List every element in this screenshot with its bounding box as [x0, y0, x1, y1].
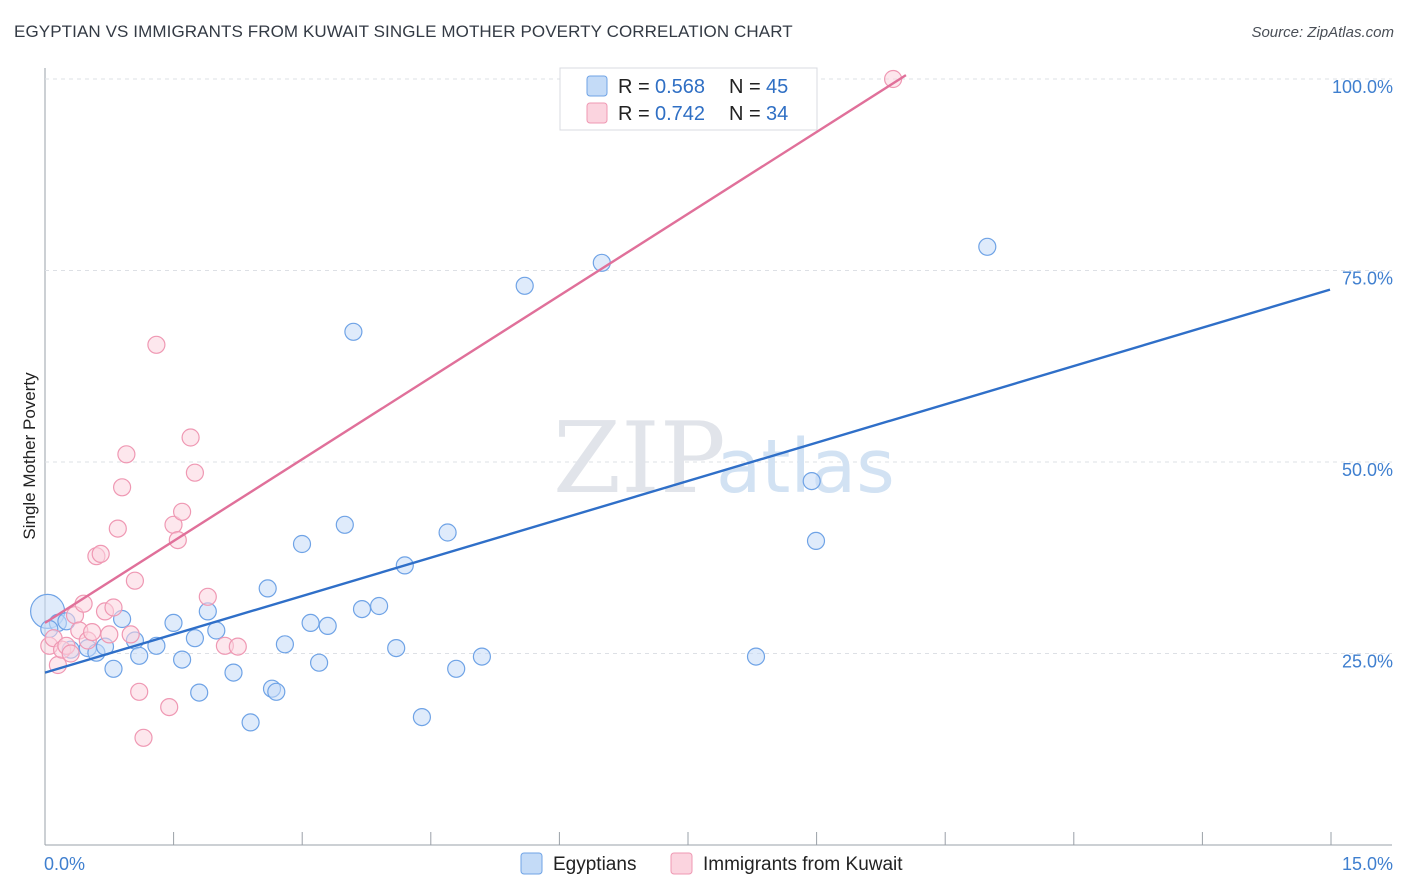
point-kuwait — [173, 502, 192, 521]
point-kuwait — [198, 587, 217, 606]
correlation-legend: R = 0.568 N = 45 R = 0.742 N = 34 — [559, 67, 818, 131]
point-kuwait — [108, 519, 127, 538]
series-legend-swatch-kuwait — [670, 852, 693, 875]
series-legend: Egyptians Immigrants from Kuwait — [520, 852, 903, 875]
legend-r-value-kuwait: 0.742 — [655, 103, 705, 125]
point-egyptians — [130, 646, 149, 665]
chart-title: EGYPTIAN VS IMMIGRANTS FROM KUWAIT SINGL… — [14, 22, 793, 41]
x-tick-label-min: 0.0% — [44, 854, 85, 874]
series-legend-label-egyptians: Egyptians — [553, 854, 636, 875]
series-legend-swatch-egyptians — [520, 852, 543, 875]
point-kuwait — [117, 445, 136, 464]
point-egyptians — [310, 653, 329, 672]
point-kuwait — [100, 625, 119, 644]
point-egyptians — [387, 638, 406, 658]
point-egyptians — [447, 659, 466, 678]
series-legend-label-kuwait: Immigrants from Kuwait — [703, 854, 903, 875]
point-kuwait — [130, 682, 149, 701]
gridlines — [45, 78, 1392, 654]
point-kuwait — [91, 544, 110, 564]
trend-line-kuwait — [44, 74, 907, 624]
point-egyptians — [258, 579, 277, 598]
legend-r-label-kuwait: R = — [618, 103, 650, 125]
legend-n-label-egyptians: N = — [729, 76, 761, 98]
y-tick-label-75: 75.0% — [1342, 269, 1393, 289]
x-tick-label-max: 15.0% — [1342, 854, 1393, 874]
point-egyptians — [412, 707, 431, 727]
point-egyptians — [370, 596, 389, 616]
point-kuwait — [185, 463, 204, 482]
point-kuwait — [121, 625, 140, 644]
legend-r-label-egyptians: R = — [618, 76, 650, 98]
point-egyptians — [190, 683, 209, 702]
point-egyptians — [292, 534, 312, 554]
point-kuwait — [82, 622, 102, 642]
y-tick-labels: 25.0% 50.0% 75.0% 100.0% — [1332, 77, 1393, 672]
point-egyptians — [438, 523, 457, 542]
point-egyptians — [224, 663, 243, 682]
point-egyptians — [318, 616, 337, 636]
point-egyptians — [301, 613, 320, 633]
point-egyptians — [515, 276, 534, 295]
trend-lines — [44, 74, 1331, 674]
data-points — [29, 69, 997, 747]
legend-swatch-kuwait — [586, 102, 608, 124]
x-tick-marks — [44, 832, 1332, 845]
y-axis-label: Single Mother Poverty — [20, 372, 39, 540]
point-egyptians — [275, 635, 294, 654]
point-egyptians — [746, 647, 766, 666]
legend-n-label-kuwait: N = — [729, 103, 761, 125]
legend-swatch-egyptians — [586, 75, 608, 97]
point-kuwait — [61, 644, 80, 663]
legend-n-value-kuwait: 34 — [766, 103, 788, 125]
point-kuwait — [125, 571, 144, 590]
point-egyptians — [104, 659, 123, 678]
point-egyptians — [472, 647, 491, 666]
point-egyptians — [267, 682, 286, 701]
y-tick-label-50: 50.0% — [1342, 460, 1393, 480]
legend-r-value-egyptians: 0.568 — [655, 76, 705, 98]
point-egyptians — [344, 322, 363, 341]
point-kuwait — [134, 728, 153, 747]
point-egyptians — [978, 237, 997, 256]
point-egyptians — [806, 531, 826, 551]
point-egyptians — [185, 629, 204, 648]
trend-line-egyptians — [44, 288, 1331, 674]
point-kuwait — [104, 598, 123, 617]
chart-source: Source: ZipAtlas.com — [1251, 24, 1394, 41]
point-kuwait — [160, 697, 179, 717]
point-kuwait — [147, 335, 166, 354]
point-egyptians — [352, 599, 372, 619]
point-egyptians — [241, 713, 260, 732]
watermark-zip: ZIP — [553, 402, 726, 516]
point-kuwait — [181, 428, 200, 447]
y-tick-label-100: 100.0% — [1332, 77, 1393, 97]
watermark-atlas: atlas — [716, 424, 895, 510]
point-egyptians — [335, 515, 354, 534]
point-egyptians — [802, 472, 821, 491]
point-kuwait — [112, 478, 132, 497]
y-tick-label-25: 25.0% — [1342, 652, 1393, 672]
point-egyptians — [173, 650, 192, 669]
legend-n-value-egyptians: 45 — [766, 76, 788, 98]
point-kuwait — [228, 637, 247, 656]
point-egyptians — [164, 613, 183, 633]
